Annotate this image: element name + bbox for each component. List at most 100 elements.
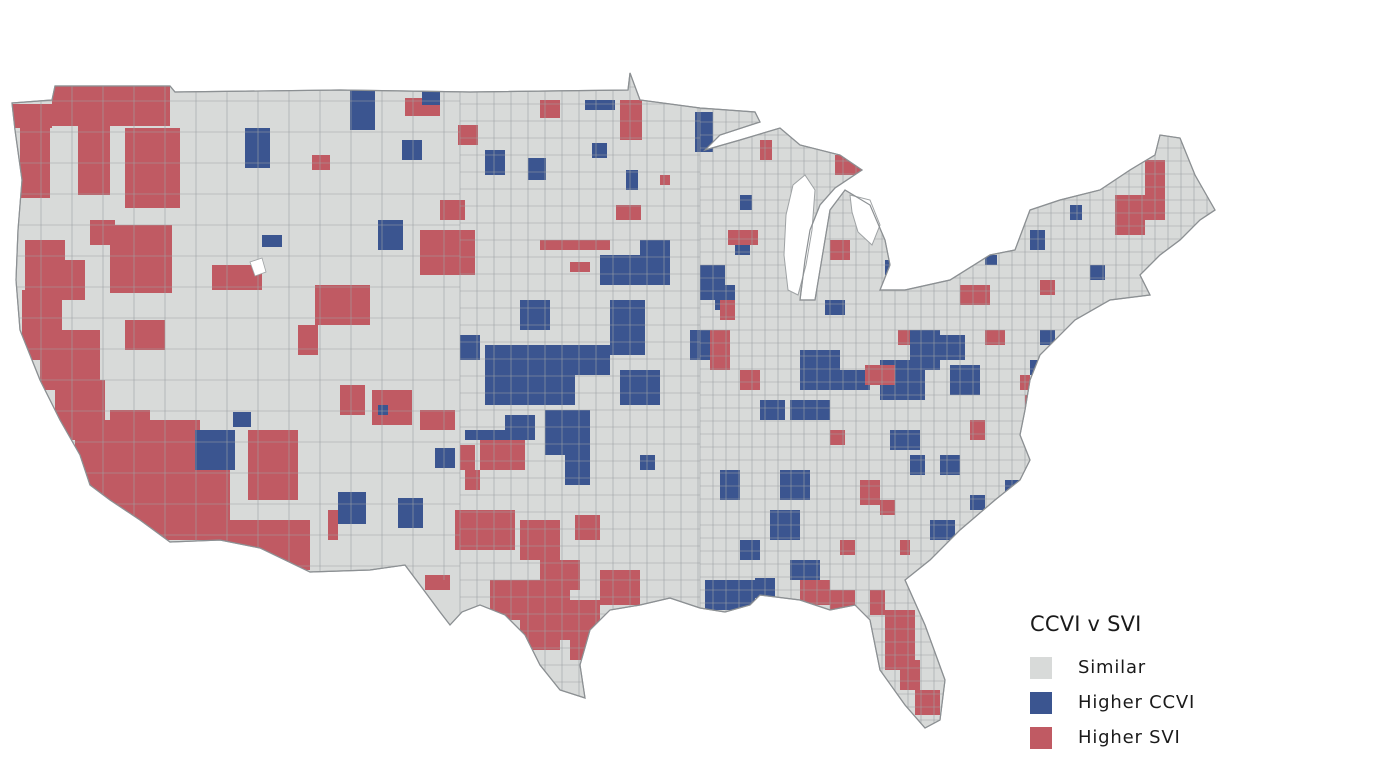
county-higher-svi <box>960 285 990 305</box>
county-higher-ccvi <box>485 150 505 175</box>
county-higher-svi <box>1040 280 1055 295</box>
county-higher-svi <box>880 500 895 515</box>
county-higher-svi <box>830 590 855 610</box>
county-higher-svi <box>600 570 640 605</box>
county-higher-ccvi <box>720 470 740 500</box>
county-higher-ccvi <box>435 448 455 468</box>
county-higher-svi <box>298 325 318 355</box>
legend-title: CCVI v SVI <box>1030 612 1142 636</box>
legend-swatch-similar <box>1030 656 1052 679</box>
county-higher-ccvi <box>620 370 660 405</box>
county-higher-ccvi <box>626 170 638 190</box>
us-outline-stroke <box>11 72 1216 729</box>
county-higher-ccvi <box>910 330 940 370</box>
county-higher-svi <box>840 540 855 555</box>
county-higher-ccvi <box>350 85 375 130</box>
county-higher-ccvi <box>950 365 980 395</box>
county-higher-svi <box>970 420 985 440</box>
county-higher-ccvi <box>800 350 840 390</box>
county-higher-ccvi <box>1030 230 1045 250</box>
county-higher-ccvi <box>592 143 607 158</box>
county-higher-ccvi <box>780 470 810 500</box>
county-higher-ccvi <box>1070 205 1082 220</box>
county-higher-svi <box>985 330 1005 345</box>
legend-item-higher-svi: Higher SVI <box>1030 720 1290 755</box>
county-higher-svi <box>900 540 910 555</box>
county-higher-ccvi <box>505 415 535 440</box>
county-higher-ccvi <box>640 455 655 470</box>
county-higher-svi <box>60 260 85 300</box>
county-higher-svi <box>835 155 865 175</box>
county-higher-ccvi <box>565 450 590 485</box>
county-higher-svi <box>458 125 478 145</box>
county-higher-svi <box>560 600 600 640</box>
county-higher-svi <box>865 365 895 385</box>
county-higher-svi <box>570 262 590 272</box>
county-higher-svi <box>12 104 52 128</box>
county-higher-svi <box>78 125 110 195</box>
county-higher-svi <box>248 430 298 500</box>
county-higher-svi <box>540 100 560 118</box>
county-higher-svi <box>540 240 610 250</box>
county-higher-svi <box>1115 195 1145 235</box>
county-higher-ccvi <box>545 410 590 455</box>
county-higher-svi <box>125 128 180 208</box>
county-higher-ccvi <box>262 235 282 247</box>
county-higher-svi <box>420 410 455 430</box>
county-higher-ccvi <box>640 240 670 265</box>
county-higher-ccvi <box>610 300 645 355</box>
county-higher-ccvi <box>790 400 830 420</box>
county-higher-ccvi <box>940 455 960 475</box>
county-higher-ccvi <box>233 412 251 427</box>
county-higher-ccvi <box>760 400 785 420</box>
legend-label-similar: Similar <box>1078 657 1146 678</box>
county-higher-ccvi <box>460 335 480 360</box>
county-higher-svi <box>860 480 880 505</box>
county-higher-svi <box>125 320 165 350</box>
county-higher-svi <box>520 520 560 560</box>
county-cells <box>12 85 1165 715</box>
county-higher-svi <box>740 370 760 390</box>
county-higher-ccvi <box>338 492 366 524</box>
county-higher-svi <box>720 300 735 320</box>
county-higher-svi <box>425 575 450 590</box>
lake-huron <box>849 194 881 246</box>
county-higher-ccvi <box>970 495 985 510</box>
county-higher-svi <box>760 140 772 160</box>
county-higher-ccvi <box>398 498 423 528</box>
county-higher-svi <box>520 620 560 650</box>
county-higher-ccvi <box>840 370 870 390</box>
legend: CCVI v SVI Similar Higher CCVI Higher SV… <box>1030 612 1290 755</box>
county-higher-ccvi <box>890 430 920 450</box>
county-higher-ccvi <box>528 158 546 180</box>
county-higher-ccvi <box>705 580 755 610</box>
county-higher-ccvi <box>985 255 997 265</box>
county-higher-svi <box>312 155 330 170</box>
county-higher-ccvi <box>740 195 752 210</box>
county-higher-ccvi <box>910 455 925 475</box>
county-higher-svi <box>616 205 641 220</box>
county-higher-svi <box>170 470 230 520</box>
county-higher-svi <box>660 175 670 185</box>
county-higher-svi <box>220 520 310 570</box>
legend-swatch-higher-svi <box>1030 726 1052 749</box>
county-higher-svi <box>870 590 885 615</box>
county-higher-svi <box>340 385 365 415</box>
legend-label-higher-ccvi: Higher CCVI <box>1078 692 1196 713</box>
county-higher-svi <box>460 445 475 470</box>
county-higher-svi <box>52 86 170 126</box>
county-higher-svi <box>420 230 475 275</box>
county-higher-ccvi <box>740 540 760 560</box>
county-higher-svi <box>800 580 830 605</box>
county-higher-svi <box>455 510 515 550</box>
county-higher-ccvi <box>195 430 235 470</box>
county-higher-ccvi <box>422 85 440 105</box>
county-higher-svi <box>490 580 570 620</box>
great-salt-lake <box>249 257 267 277</box>
county-higher-svi <box>465 470 480 490</box>
county-higher-ccvi <box>402 140 422 160</box>
county-higher-svi <box>328 510 338 540</box>
county-higher-svi <box>480 440 525 470</box>
